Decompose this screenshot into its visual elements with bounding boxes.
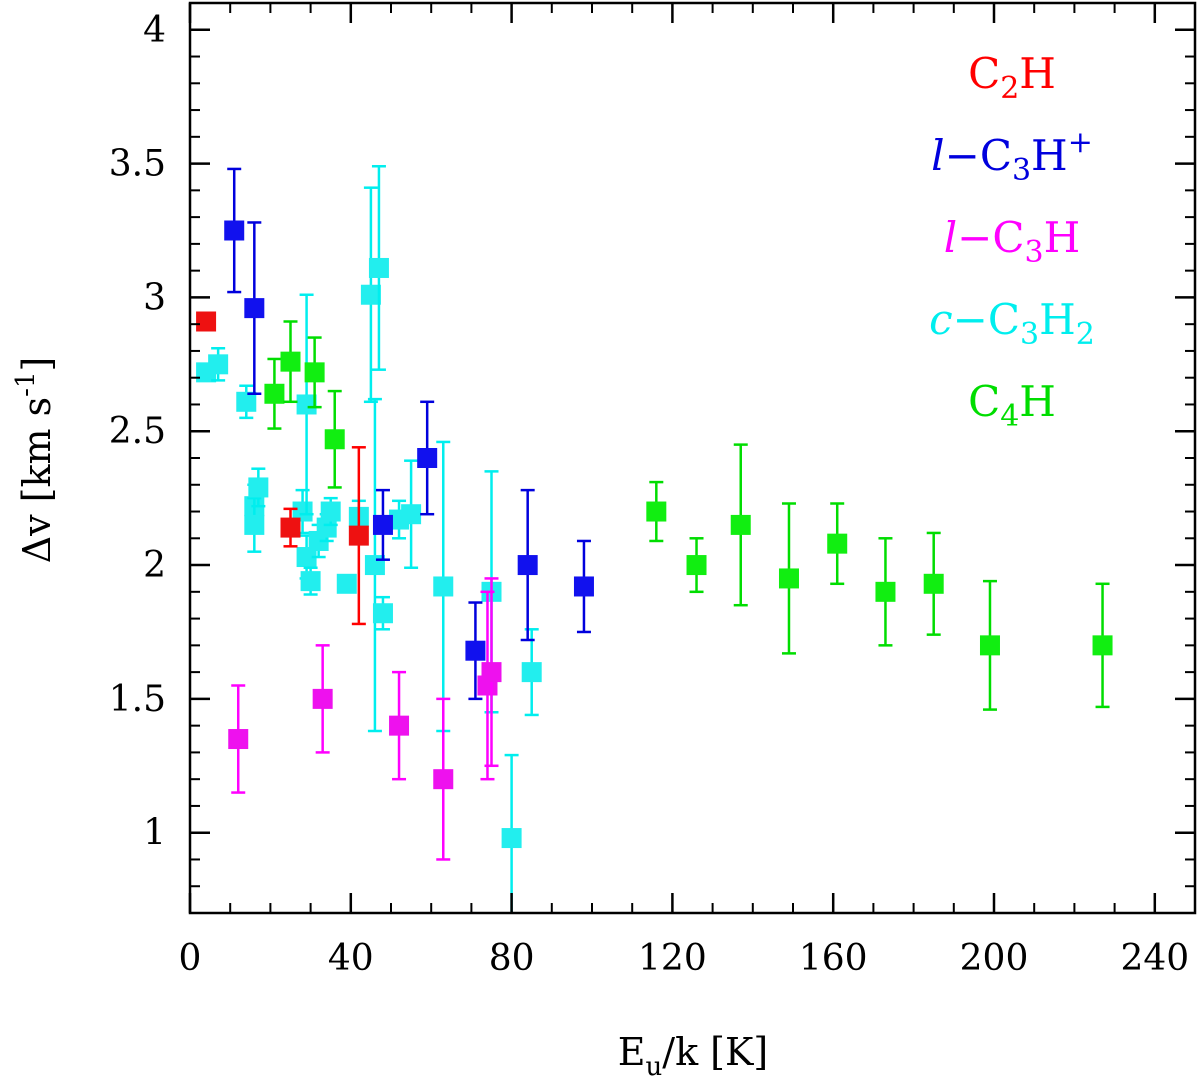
- legend-entry-c-C3H2: c−C3H2: [929, 295, 1095, 352]
- data-point: [827, 533, 848, 554]
- data-point: [433, 769, 454, 790]
- data-point: [312, 688, 333, 709]
- data-point: [517, 555, 538, 576]
- data-point: [248, 477, 269, 498]
- data-point: [778, 568, 799, 589]
- data-point: [389, 715, 410, 736]
- data-point: [244, 298, 265, 319]
- data-point: [336, 573, 357, 594]
- legend-entry-l-C3H+: l−C3H+: [931, 125, 1093, 188]
- data-point: [923, 573, 944, 594]
- series-C4H: [264, 320, 1113, 711]
- y-tick-label: 3: [143, 277, 166, 318]
- data-point: [481, 662, 502, 683]
- legend: C2H l−C3H+ l−C3H c−C3H2 C4H: [929, 49, 1095, 434]
- x-tick-label: 200: [960, 938, 1029, 979]
- data-point: [304, 362, 325, 383]
- data-point: [280, 517, 301, 538]
- y-tick-label: 1: [143, 813, 166, 854]
- data-point: [236, 391, 257, 412]
- x-tick-label: 80: [489, 938, 535, 979]
- data-point: [208, 354, 229, 375]
- axes: 0 40 80 120 160 200 240 1 1.5 2 2.5 3 3.5 4: [109, 1, 1197, 979]
- y-tick-label: 2.5: [109, 411, 166, 452]
- data-point: [401, 504, 422, 525]
- series-C2H: [196, 311, 369, 626]
- data-point: [244, 514, 265, 535]
- legend-entry-C2H: C2H: [968, 49, 1056, 106]
- data-point: [1092, 635, 1113, 656]
- data-point: [573, 576, 594, 597]
- data-point: [264, 383, 285, 404]
- plot-area: [196, 165, 1113, 913]
- data-point: [348, 525, 369, 546]
- data-point: [296, 394, 317, 415]
- data-point: [433, 576, 454, 597]
- y-tick-label: 1.5: [109, 679, 166, 720]
- y-tick-label: 2: [143, 545, 166, 586]
- data-point: [196, 311, 217, 332]
- y-tick-label: 3.5: [109, 144, 166, 185]
- data-point: [300, 571, 321, 592]
- series-c-C3H2: [196, 165, 542, 913]
- series-l-C3H+: [224, 167, 594, 701]
- data-point: [372, 514, 393, 535]
- data-point: [360, 284, 381, 305]
- data-point: [224, 220, 245, 241]
- data-point: [686, 555, 707, 576]
- data-point: [979, 635, 1000, 656]
- data-point: [296, 547, 317, 568]
- series-l-C3H: [228, 577, 502, 861]
- data-point: [372, 603, 393, 624]
- x-tick-label: 160: [799, 938, 868, 979]
- data-point: [521, 662, 542, 683]
- x-tick-label: 0: [179, 938, 202, 979]
- data-point: [465, 640, 486, 661]
- data-point: [324, 429, 345, 450]
- x-tick-label: 240: [1120, 938, 1189, 979]
- y-axis-title: Δv [km s-1]: [11, 357, 59, 564]
- x-axis-title: Eu/k [K]: [618, 1030, 768, 1080]
- data-point: [368, 257, 389, 278]
- data-point: [730, 514, 751, 535]
- legend-entry-C4H: C4H: [968, 377, 1056, 434]
- data-point: [228, 729, 249, 750]
- x-tick-label: 40: [328, 938, 374, 979]
- data-point: [646, 501, 667, 522]
- data-point: [417, 448, 438, 468]
- data-point: [280, 351, 301, 372]
- y-tick-label: 4: [143, 10, 166, 51]
- data-point: [875, 581, 896, 602]
- legend-entry-l-C3H: l−C3H: [944, 213, 1081, 270]
- data-point: [501, 828, 522, 849]
- data-point: [320, 501, 341, 522]
- x-tick-label: 120: [638, 938, 707, 979]
